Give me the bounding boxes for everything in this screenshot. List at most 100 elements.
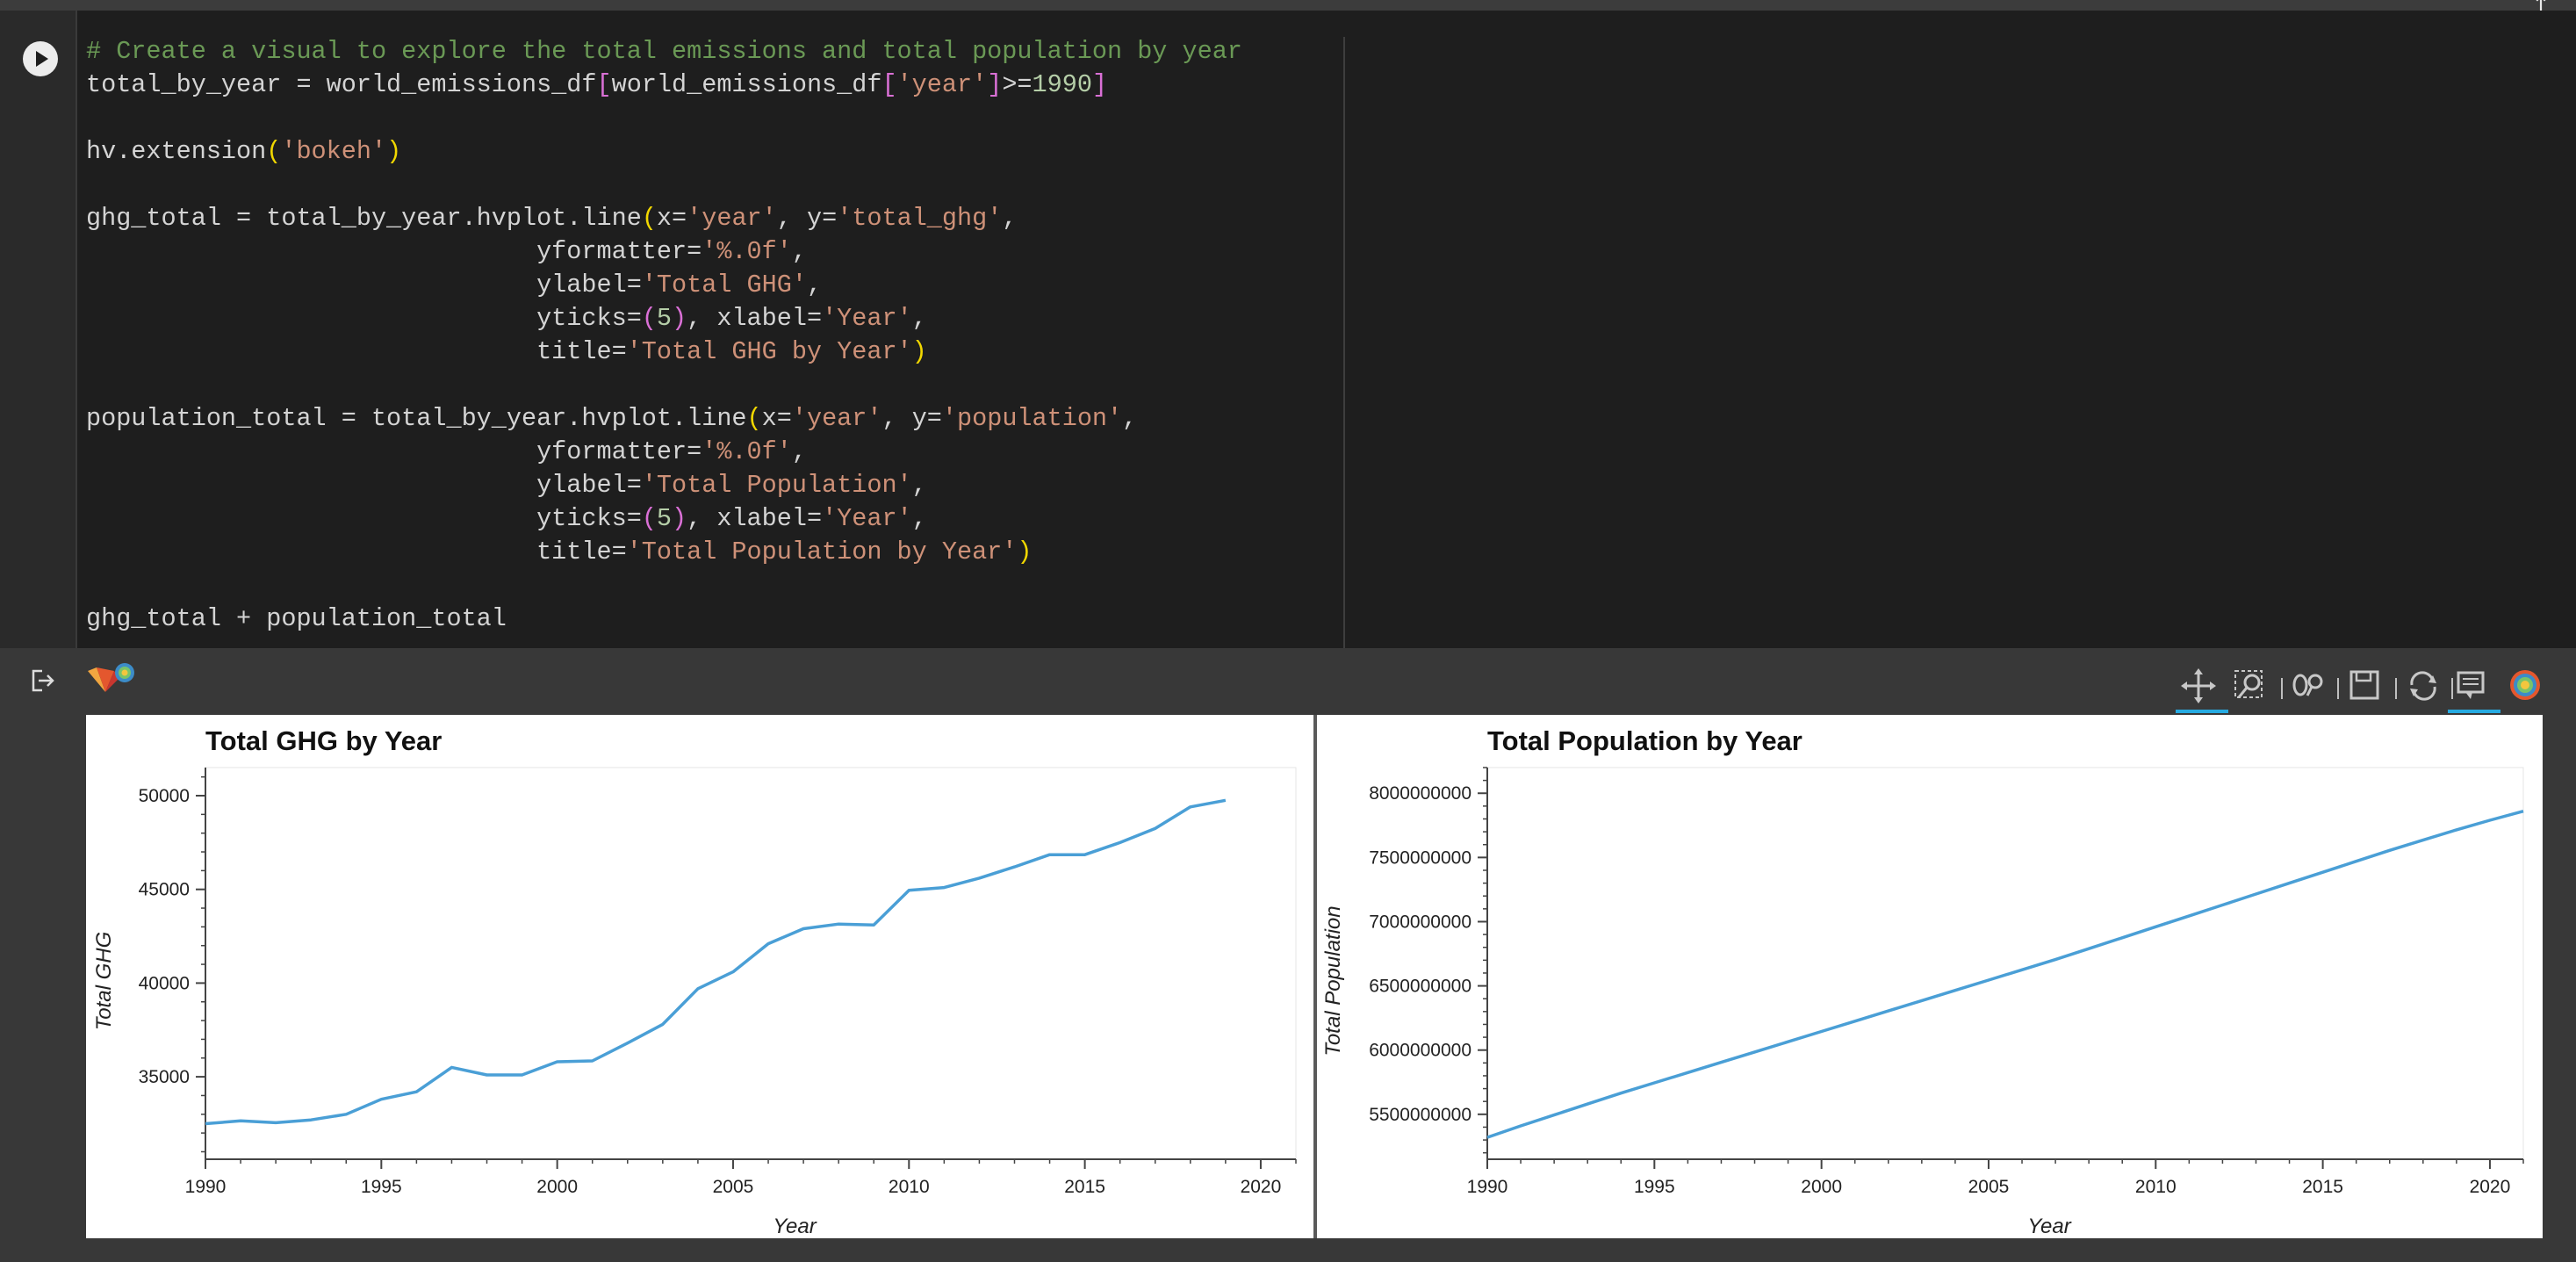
x-tick-label: 2015 — [2302, 1177, 2343, 1197]
data-point — [2522, 810, 2525, 812]
data-point — [2321, 871, 2324, 874]
data-point — [1620, 1092, 1623, 1094]
hover-tool[interactable] — [2448, 664, 2500, 713]
data-point — [1083, 854, 1086, 856]
plot-frame — [205, 767, 1297, 1160]
x-tick-label: 1995 — [361, 1177, 402, 1197]
chart-svg: Total Population by Year 1990 1995 2000 2005… — [1321, 725, 2525, 1238]
data-point — [1887, 1010, 1889, 1013]
data-point — [591, 1059, 594, 1062]
code-line[interactable]: population_total = total_by_year.hvplot.… — [86, 404, 1138, 433]
code-line[interactable]: ghg_total = total_by_year.hvplot.line(x=… — [86, 204, 1018, 233]
data-point — [2221, 904, 2224, 906]
data-point — [1720, 1061, 1723, 1064]
data-point — [1954, 989, 1956, 992]
chart-title: Total Population by Year — [1487, 725, 1802, 756]
code-editor[interactable]: # Create a visual to explore the total e… — [77, 11, 2576, 657]
data-point — [2188, 914, 2191, 917]
data-point — [2488, 818, 2491, 821]
data-point — [486, 1073, 488, 1076]
hover-tool-icon — [2457, 671, 2485, 699]
data-point — [310, 1119, 313, 1121]
data-point — [626, 1042, 629, 1044]
code-line[interactable]: hv.extension('bokeh') — [86, 137, 402, 166]
chart-svg: Total GHG by Year 1990 1995 2000 2005 2010 201… — [92, 725, 1297, 1238]
data-point — [802, 927, 805, 930]
save-tool[interactable] — [2342, 664, 2388, 708]
data-point — [205, 1122, 207, 1125]
code-ruler — [1343, 37, 1345, 657]
data-point — [380, 1098, 383, 1100]
data-point — [1820, 1030, 1823, 1033]
data-point — [345, 1113, 348, 1115]
code-line[interactable]: yformatter='%.0f', — [86, 437, 807, 466]
code-line[interactable]: yticks=(5), xlabel='Year', — [86, 504, 927, 533]
data-point — [1787, 1041, 1789, 1043]
ghg-plot[interactable]: Total GHG by Year 1990 1995 2000 2005 2010 201… — [86, 715, 1313, 1238]
data-point — [1920, 999, 1923, 1002]
data-point — [275, 1121, 277, 1124]
population-plot[interactable]: Total Population by Year 1990 1995 2000 2005… — [1317, 715, 2543, 1238]
code-line[interactable]: yticks=(5), xlabel='Year', — [86, 304, 927, 333]
code-line[interactable]: # Create a visual to explore the total e… — [86, 37, 1242, 66]
data-point — [2088, 948, 2090, 950]
wheel-zoom-tool[interactable] — [2286, 664, 2332, 708]
code-line[interactable]: title='Total GHG by Year') — [86, 337, 927, 366]
data-point — [943, 886, 946, 889]
bokeh-logo-tool[interactable] — [2502, 664, 2548, 708]
y-tick-label: 7000000000 — [1369, 912, 1471, 932]
x-axis-label: Year — [773, 1215, 817, 1238]
x-tick-label: 2015 — [1064, 1177, 1105, 1197]
data-point — [450, 1066, 453, 1069]
box-zoom-tool-icon — [2234, 670, 2263, 698]
chart-title: Total GHG by Year — [205, 725, 442, 756]
plots-divider — [1313, 715, 1317, 1238]
data-point — [556, 1061, 558, 1064]
data-point — [2288, 882, 2291, 884]
bottom-strip — [0, 1238, 2576, 1262]
x-tick-label: 2010 — [2135, 1177, 2177, 1197]
run-cell-button[interactable] — [23, 41, 58, 76]
data-point — [2455, 828, 2457, 831]
y-tick-label: 5500000000 — [1369, 1105, 1471, 1125]
series-line — [205, 798, 1227, 1126]
data-point — [1048, 854, 1051, 856]
data-point — [1189, 805, 1191, 808]
box-zoom-tool[interactable] — [2228, 664, 2274, 708]
data-point — [2021, 969, 2024, 971]
data-point — [1553, 1114, 1556, 1116]
code-line[interactable]: ylabel='Total GHG', — [86, 270, 823, 299]
series-line — [1486, 810, 2524, 1139]
code-line[interactable]: yformatter='%.0f', — [86, 237, 807, 266]
data-point — [415, 1091, 418, 1093]
y-tick-label: 7500000000 — [1369, 847, 1471, 868]
data-point — [1687, 1071, 1689, 1074]
reset-tool[interactable] — [2400, 664, 2446, 708]
bokeh-holoviews-logo-icon — [88, 663, 134, 692]
code-line[interactable]: ghg_total + population_total — [86, 604, 507, 633]
y-axis-label: Total GHG — [92, 932, 116, 1031]
data-point — [1486, 1136, 1489, 1139]
pan-tool[interactable] — [2176, 664, 2228, 713]
code-line[interactable]: title='Total Population by Year') — [86, 537, 1033, 566]
data-point — [2255, 893, 2257, 896]
data-point — [2155, 926, 2157, 928]
y-tick-label: 8000000000 — [1369, 783, 1471, 804]
cell-gutter — [0, 11, 77, 648]
y-tick-label: 45000 — [139, 880, 190, 900]
data-point — [661, 1023, 664, 1026]
data-point — [1119, 841, 1121, 844]
data-point — [2355, 860, 2357, 862]
data-point — [1653, 1081, 1656, 1084]
x-tick-label: 2005 — [1968, 1177, 2010, 1197]
x-tick-label: 2000 — [536, 1177, 578, 1197]
data-point — [1587, 1103, 1589, 1106]
data-point — [908, 889, 910, 891]
code-text[interactable]: # Create a visual to explore the total e… — [86, 35, 1242, 636]
data-point — [2054, 958, 2057, 961]
code-line[interactable]: ylabel='Total Population', — [86, 471, 927, 500]
pan-tool-icon — [2181, 668, 2216, 703]
data-point — [1853, 1020, 1856, 1022]
code-line[interactable]: total_by_year = world_emissions_df[world… — [86, 70, 1108, 99]
output-redirect-icon[interactable] — [28, 666, 58, 696]
